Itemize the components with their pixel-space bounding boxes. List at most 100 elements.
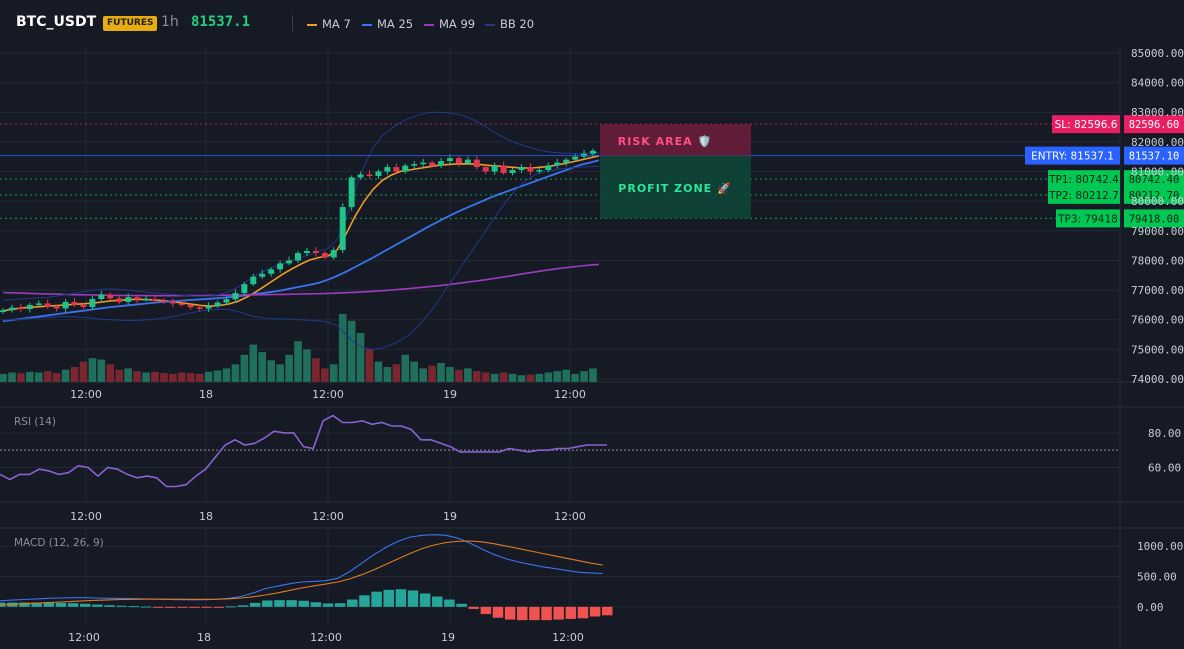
candle-body [455, 158, 462, 164]
candle-body [98, 294, 105, 299]
candle-body [411, 164, 418, 166]
macd-time-tick: 12:00 [310, 631, 342, 644]
macd-histogram-bar [444, 599, 455, 607]
ma25-swatch [362, 23, 372, 26]
macd-histogram-bar [480, 606, 492, 615]
legend-ma99-label: MA 99 [439, 17, 476, 31]
macd-histogram-bar [310, 602, 322, 607]
volume-bar [231, 364, 240, 382]
axis-price-label: 81537.10 [1129, 151, 1180, 163]
rsi-title: RSI (14) [14, 416, 56, 428]
candle-body [178, 303, 185, 305]
macd-histogram-bar [128, 606, 140, 608]
volume-bar [70, 367, 79, 382]
rsi-time-tick: 19 [443, 510, 457, 523]
ma7-line [2, 155, 600, 312]
volume-bar [151, 371, 159, 382]
candle-body [187, 304, 194, 308]
volume-bar [401, 354, 410, 382]
price-tick-label: 83000.00 [1131, 106, 1184, 119]
volume-bar [17, 373, 25, 382]
macd-histogram-bar [201, 606, 212, 608]
macd-histogram-bar [529, 606, 540, 621]
level-tag-bg [1048, 185, 1120, 204]
macd-histogram-bar [19, 602, 30, 607]
main-time-tick: 18 [199, 388, 213, 401]
candle-body [509, 170, 516, 173]
volume-bar [374, 361, 383, 382]
macd-time-tick: 12:00 [552, 631, 584, 644]
macd-histogram-bar [383, 589, 394, 607]
candle-body [169, 301, 176, 304]
price-tick-label: 82000.00 [1131, 136, 1184, 149]
volume-bar [195, 373, 204, 382]
volume-bar [499, 372, 508, 382]
candle-body [35, 303, 42, 305]
macd-histogram-bar [140, 606, 152, 608]
header-divider [292, 15, 293, 31]
macd-title: MACD (12, 26, 9) [14, 537, 104, 549]
macd-tick-label: 0.00 [1137, 601, 1164, 614]
macd-histogram-bar [553, 606, 564, 620]
candle-body [26, 304, 33, 310]
axis-price-bg [1124, 185, 1184, 204]
candle-body [232, 293, 239, 300]
price-tick-label: 77000.00 [1131, 284, 1184, 297]
candle-body [590, 150, 596, 154]
legend-ma7[interactable]: MA 7 [307, 17, 351, 31]
price-tick-label: 75000.00 [1131, 343, 1184, 356]
risk-area-box [600, 124, 751, 156]
volume-bar [410, 361, 419, 382]
candle-body [116, 298, 123, 302]
macd-line [0, 534, 604, 602]
axis-price-label: 79418.00 [1129, 213, 1180, 225]
candle-body [250, 276, 257, 285]
candle-body [143, 298, 150, 301]
symbol-label[interactable]: BTC_USDT [16, 14, 97, 30]
axis-price-bg [1124, 146, 1184, 165]
volume-bar [213, 370, 222, 382]
candle-body [0, 310, 6, 313]
timeframe-label[interactable]: 1h [161, 14, 179, 30]
rsi-time-tick: 12:00 [312, 510, 344, 523]
macd-histogram-bar [152, 606, 164, 608]
volume-bar [97, 359, 106, 382]
level-tag-label: TP2: 80212.7 [1048, 190, 1119, 202]
macd-histogram-bar [249, 602, 261, 607]
candle-body [17, 307, 24, 310]
volume-bar [88, 358, 97, 382]
macd-histogram-bar [79, 603, 91, 607]
volume-bar [267, 360, 275, 382]
ma99-swatch [424, 23, 434, 26]
candle-body [545, 165, 552, 171]
axis-price-bg [1124, 115, 1184, 134]
volume-bar [419, 368, 427, 382]
price-tick-label: 79000.00 [1131, 225, 1184, 238]
macd-histogram-bar [104, 605, 115, 607]
legend-ma99[interactable]: MA 99 [424, 17, 475, 31]
last-price: 81537.1 [191, 14, 251, 30]
legend-bb20-label: BB 20 [500, 17, 535, 31]
volume-bar [294, 341, 302, 382]
legend-ma25[interactable]: MA 25 [362, 17, 413, 31]
ma99-line [2, 263, 600, 297]
macd-histogram-bar [432, 596, 443, 607]
axis-price-label: 80212.70 [1129, 190, 1180, 202]
futures-badge: FUTURES [103, 16, 158, 31]
volume-bar [43, 371, 52, 382]
candle-body [223, 299, 230, 303]
candle-body [89, 298, 96, 307]
candle-body [62, 301, 69, 309]
candle-body [268, 269, 275, 274]
legend-ma7-label: MA 7 [322, 17, 351, 31]
candle-body [71, 301, 78, 305]
candle-body [500, 165, 507, 173]
legend-ma25-label: MA 25 [377, 17, 414, 31]
candle-body [357, 174, 364, 178]
candle-body [53, 306, 60, 309]
macd-histogram-bar [577, 606, 589, 619]
legend-bb20[interactable]: BB 20 [485, 17, 534, 31]
candle-body [330, 250, 337, 258]
volume-bar [222, 368, 231, 382]
